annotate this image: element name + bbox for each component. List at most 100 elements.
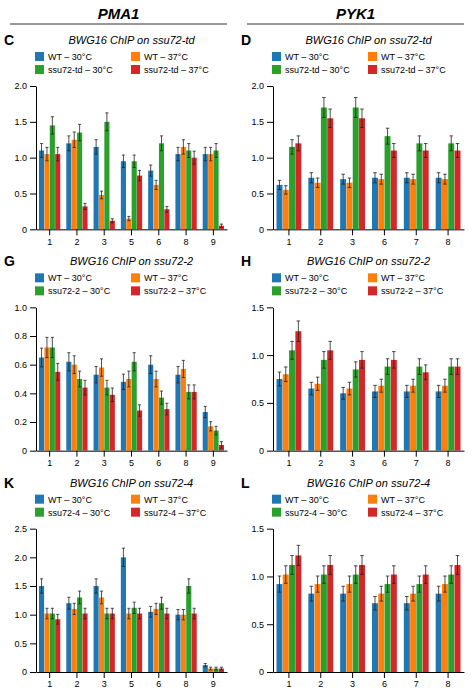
y-tick: 0.2 [14,417,36,427]
error-bar [411,174,415,184]
bar [391,575,397,672]
legend-swatch [35,286,44,295]
x-tick: 1 [286,229,291,246]
bar [442,179,448,229]
legend-swatch [368,273,377,282]
error-bar [379,379,383,392]
error-bar [310,586,314,601]
legend-label: ssu72-td – 37°C [144,65,209,75]
x-tick-label: 3 [350,458,355,468]
bar [321,575,327,672]
legend-label: ssu72-2 – 30°C [48,286,111,296]
bar [353,369,359,450]
legend-item: ssu72-td – 30°C [35,65,113,75]
plot-area [39,337,224,450]
x-tick-mark [288,672,289,678]
legend-item: WT – 30°C [35,52,92,62]
error-bar [127,216,130,220]
bar [276,379,282,451]
y-tick-label: 2.0 [251,81,264,91]
y-tick-mark [30,365,36,366]
legend-item: WT – 30°C [272,495,329,505]
y-tick: 0 [259,225,273,235]
y-tick-mark [30,86,36,87]
bar [327,118,333,229]
error-bar [449,136,453,151]
bar [192,158,197,230]
y-tick: 0.8 [14,331,36,341]
chart-panel: KBWG16 ChIP on ssu72-400.51.01.52.02.512… [4,475,228,690]
panel-label: H [241,253,251,269]
error-bar [392,144,396,158]
x-tick: 8 [446,672,451,689]
bar [132,161,137,229]
x-tick-mark [49,451,50,457]
y-axis: 00.51.01.52.02.5 [14,524,36,677]
legend-item: WT – 30°C [35,495,92,505]
legend-label: ssu72-td – 30°C [285,65,350,75]
error-bar [360,352,364,369]
bar [132,608,137,672]
x-tick-mark [213,672,214,678]
bar [448,575,454,672]
x-axis-line [274,451,465,452]
error-bar [45,608,48,618]
y-tick-label: 2.0 [14,553,27,563]
bar [359,118,365,229]
y-tick: 1.5 [251,524,273,534]
bar [283,575,289,672]
x-tick: 2 [74,672,79,689]
y-tick: 1.5 [251,117,273,127]
error-bar [193,151,196,164]
error-bar [204,406,207,417]
y-tick: 0.5 [14,639,36,649]
chart-title: BWG16 ChIP on ssu72-4 [70,477,193,489]
x-tick: 2 [318,451,323,468]
error-bar [105,380,108,395]
error-bar [105,113,108,131]
bar [353,108,359,230]
x-tick-mark [49,672,50,678]
column-title: PMA1 [98,5,140,22]
error-bar [176,367,179,383]
x-tick-mark [448,672,449,678]
y-tick-mark [30,529,36,530]
x-tick-mark [49,229,50,235]
bar [346,584,352,672]
bar [410,179,416,229]
y-tick: 1.0 [251,572,273,582]
x-tick: 2 [318,672,323,689]
y-tick: 1.5 [251,303,273,313]
bar [192,392,197,451]
bar [159,603,164,672]
y-tick-label: 1.0 [14,610,27,620]
bar [321,108,327,230]
error-bar [56,614,59,624]
bar [72,365,77,451]
bar [44,154,49,229]
x-tick-label: 2 [318,679,323,689]
error-bar [149,356,152,374]
bar [154,185,159,229]
x-tick-mark [186,229,187,235]
y-tick-mark [267,86,273,87]
bar [126,379,131,451]
y-tick-mark [30,422,36,423]
legend-swatch [368,508,377,517]
y-tick-label: 0.5 [251,398,264,408]
error-bar [354,566,358,583]
error-bar [354,98,358,118]
error-bar [405,596,409,609]
x-tick-mark [352,672,353,678]
bar [448,143,454,229]
y-tick: 2.0 [251,81,273,91]
x-tick: 6 [382,672,387,689]
x-tick-mark [104,451,105,457]
y-axis: 00.20.40.60.81.0 [14,303,36,456]
error-bar [138,608,141,618]
bar [104,614,109,672]
y-axis: 00.51.01.52.0 [14,81,36,234]
bar [77,133,82,230]
x-tick-label: 3 [102,679,107,689]
x-tick: 1 [47,451,52,468]
